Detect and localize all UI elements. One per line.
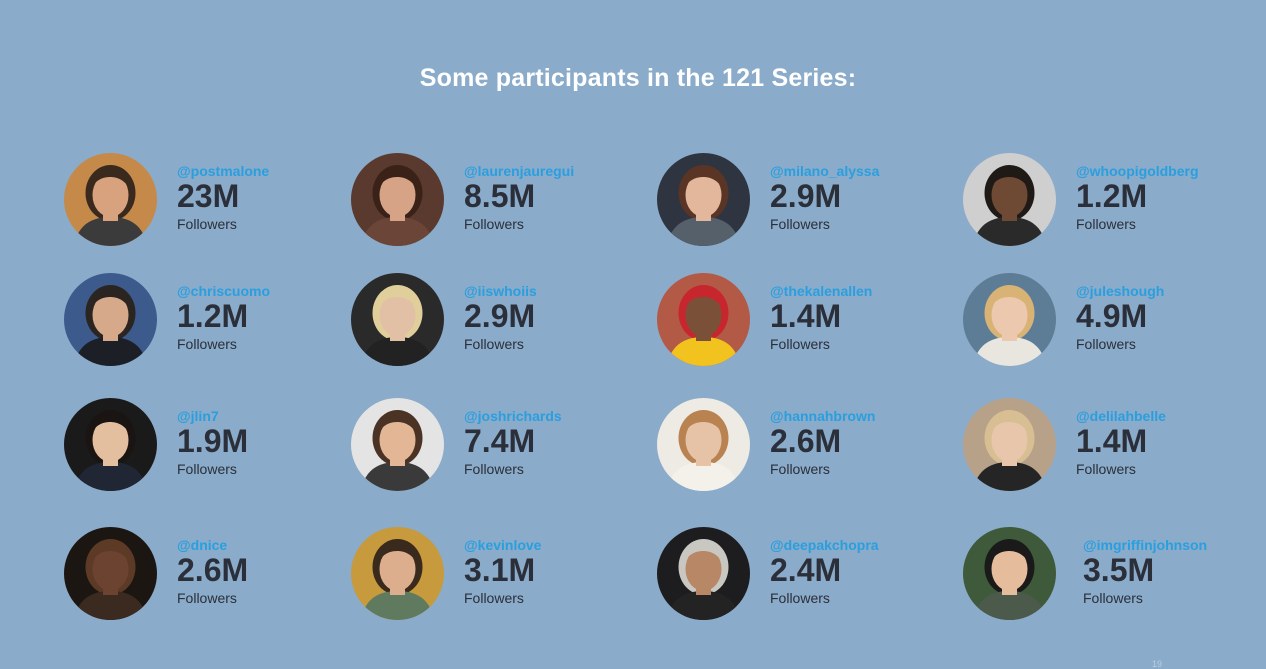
follower-count: 2.9M: [464, 298, 536, 334]
followers-label: Followers: [1076, 216, 1136, 232]
participant-handle[interactable]: @juleshough: [1076, 283, 1165, 299]
avatar: [963, 273, 1056, 366]
followers-label: Followers: [177, 590, 237, 606]
participant-info: @juleshough 4.9M Followers: [1076, 282, 1164, 353]
followers-label: Followers: [464, 590, 524, 606]
followers-label: Followers: [770, 590, 830, 606]
participant-card: @postmalone 23M Followers: [64, 153, 364, 253]
followers-label: Followers: [177, 216, 237, 232]
followers-label: Followers: [464, 461, 524, 477]
participant-info: @delilahbelle 1.4M Followers: [1076, 407, 1166, 478]
participant-handle[interactable]: @imgriffinjohnson: [1083, 537, 1208, 553]
followers-label: Followers: [1083, 590, 1143, 606]
participant-info: @milano_alyssa 2.9M Followers: [770, 162, 879, 233]
follower-count: 23M: [177, 178, 240, 214]
participant-info: @hannahbrown 2.6M Followers: [770, 407, 875, 478]
follower-count: 3.5M: [1083, 552, 1155, 588]
avatar: [351, 273, 444, 366]
participant-handle[interactable]: @jlin7: [177, 408, 219, 424]
participant-card: @imgriffinjohnson 3.5M Followers: [963, 527, 1263, 627]
participant-info: @laurenjauregui 8.5M Followers: [464, 162, 574, 233]
participant-handle[interactable]: @kevinlove: [464, 537, 542, 553]
avatar: [351, 527, 444, 620]
participant-info: @deepakchopra 2.4M Followers: [770, 536, 879, 607]
participant-card: @milano_alyssa 2.9M Followers: [657, 153, 957, 253]
follower-count: 2.6M: [770, 423, 842, 459]
followers-label: Followers: [770, 461, 830, 477]
participant-info: @dnice 2.6M Followers: [177, 536, 248, 607]
participant-handle[interactable]: @whoopigoldberg: [1076, 163, 1199, 179]
followers-label: Followers: [177, 336, 237, 352]
participant-card: @juleshough 4.9M Followers: [963, 273, 1263, 373]
participant-info: @imgriffinjohnson 3.5M Followers: [1083, 536, 1207, 607]
avatar: [351, 398, 444, 491]
participant-handle[interactable]: @delilahbelle: [1076, 408, 1166, 424]
participant-info: @iiswhoiis 2.9M Followers: [464, 282, 537, 353]
participant-handle[interactable]: @chriscuomo: [177, 283, 271, 299]
participant-handle[interactable]: @postmalone: [177, 163, 270, 179]
avatar: [64, 398, 157, 491]
participant-card: @deepakchopra 2.4M Followers: [657, 527, 957, 627]
avatar: [963, 153, 1056, 246]
participant-info: @whoopigoldberg 1.2M Followers: [1076, 162, 1199, 233]
participant-card: @jlin7 1.9M Followers: [64, 398, 364, 498]
follower-count: 8.5M: [464, 178, 536, 214]
follower-count: 2.9M: [770, 178, 842, 214]
avatar: [657, 153, 750, 246]
follower-count: 3.1M: [464, 552, 536, 588]
participant-info: @joshrichards 7.4M Followers: [464, 407, 562, 478]
avatar: [64, 527, 157, 620]
followers-label: Followers: [770, 336, 830, 352]
participant-info: @postmalone 23M Followers: [177, 162, 269, 233]
followers-label: Followers: [1076, 461, 1136, 477]
participant-card: @laurenjauregui 8.5M Followers: [351, 153, 651, 253]
avatar: [351, 153, 444, 246]
followers-label: Followers: [464, 336, 524, 352]
followers-label: Followers: [1076, 336, 1136, 352]
follower-count: 1.2M: [1076, 178, 1148, 214]
avatar: [657, 398, 750, 491]
followers-label: Followers: [464, 216, 524, 232]
avatar: [963, 527, 1056, 620]
avatar: [963, 398, 1056, 491]
participant-card: @whoopigoldberg 1.2M Followers: [963, 153, 1263, 253]
participant-handle[interactable]: @dnice: [177, 537, 228, 553]
participant-card: @kevinlove 3.1M Followers: [351, 527, 651, 627]
follower-count: 1.4M: [1076, 423, 1148, 459]
page-number: 19: [1152, 659, 1163, 669]
participant-card: @iiswhoiis 2.9M Followers: [351, 273, 651, 373]
page-title: Some participants in the 121 Series:: [419, 64, 857, 92]
participant-handle[interactable]: @milano_alyssa: [770, 163, 880, 179]
follower-count: 7.4M: [464, 423, 536, 459]
participant-card: @dnice 2.6M Followers: [64, 527, 364, 627]
follower-count: 1.2M: [177, 298, 249, 334]
follower-count: 1.9M: [177, 423, 249, 459]
participant-handle[interactable]: @hannahbrown: [770, 408, 876, 424]
followers-label: Followers: [177, 461, 237, 477]
follower-count: 2.4M: [770, 552, 842, 588]
participant-card: @chriscuomo 1.2M Followers: [64, 273, 364, 373]
participant-info: @thekalenallen 1.4M Followers: [770, 282, 872, 353]
avatar: [64, 153, 157, 246]
avatar: [657, 273, 750, 366]
participant-card: @thekalenallen 1.4M Followers: [657, 273, 957, 373]
followers-label: Followers: [770, 216, 830, 232]
avatar: [657, 527, 750, 620]
participant-handle[interactable]: @joshrichards: [464, 408, 562, 424]
follower-count: 2.6M: [177, 552, 249, 588]
participant-card: @delilahbelle 1.4M Followers: [963, 398, 1263, 498]
participant-handle[interactable]: @deepakchopra: [770, 537, 879, 553]
participant-info: @kevinlove 3.1M Followers: [464, 536, 541, 607]
participant-handle[interactable]: @iiswhoiis: [464, 283, 537, 299]
participant-info: @jlin7 1.9M Followers: [177, 407, 248, 478]
avatar: [64, 273, 157, 366]
participant-handle[interactable]: @laurenjauregui: [464, 163, 575, 179]
follower-count: 4.9M: [1076, 298, 1148, 334]
participant-handle[interactable]: @thekalenallen: [770, 283, 873, 299]
participant-card: @hannahbrown 2.6M Followers: [657, 398, 957, 498]
participant-info: @chriscuomo 1.2M Followers: [177, 282, 270, 353]
participant-card: @joshrichards 7.4M Followers: [351, 398, 651, 498]
follower-count: 1.4M: [770, 298, 842, 334]
